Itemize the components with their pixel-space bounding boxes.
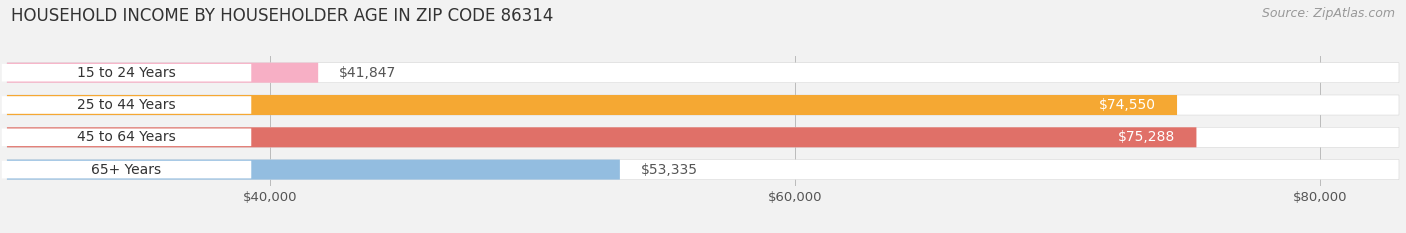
FancyBboxPatch shape xyxy=(7,127,1197,147)
Text: 65+ Years: 65+ Years xyxy=(91,163,162,177)
FancyBboxPatch shape xyxy=(7,63,1399,83)
Text: $41,847: $41,847 xyxy=(339,66,396,80)
Text: $75,288: $75,288 xyxy=(1118,130,1175,144)
FancyBboxPatch shape xyxy=(1,161,252,178)
Text: HOUSEHOLD INCOME BY HOUSEHOLDER AGE IN ZIP CODE 86314: HOUSEHOLD INCOME BY HOUSEHOLDER AGE IN Z… xyxy=(11,7,554,25)
FancyBboxPatch shape xyxy=(7,160,1399,180)
FancyBboxPatch shape xyxy=(1,128,252,146)
FancyBboxPatch shape xyxy=(7,160,620,180)
FancyBboxPatch shape xyxy=(7,63,318,83)
Text: 15 to 24 Years: 15 to 24 Years xyxy=(77,66,176,80)
FancyBboxPatch shape xyxy=(1,96,252,114)
Text: Source: ZipAtlas.com: Source: ZipAtlas.com xyxy=(1261,7,1395,20)
FancyBboxPatch shape xyxy=(7,95,1177,115)
FancyBboxPatch shape xyxy=(7,95,1399,115)
Text: $53,335: $53,335 xyxy=(641,163,697,177)
Text: 25 to 44 Years: 25 to 44 Years xyxy=(77,98,176,112)
FancyBboxPatch shape xyxy=(7,127,1399,147)
Text: $74,550: $74,550 xyxy=(1099,98,1156,112)
FancyBboxPatch shape xyxy=(1,64,252,82)
Text: 45 to 64 Years: 45 to 64 Years xyxy=(77,130,176,144)
